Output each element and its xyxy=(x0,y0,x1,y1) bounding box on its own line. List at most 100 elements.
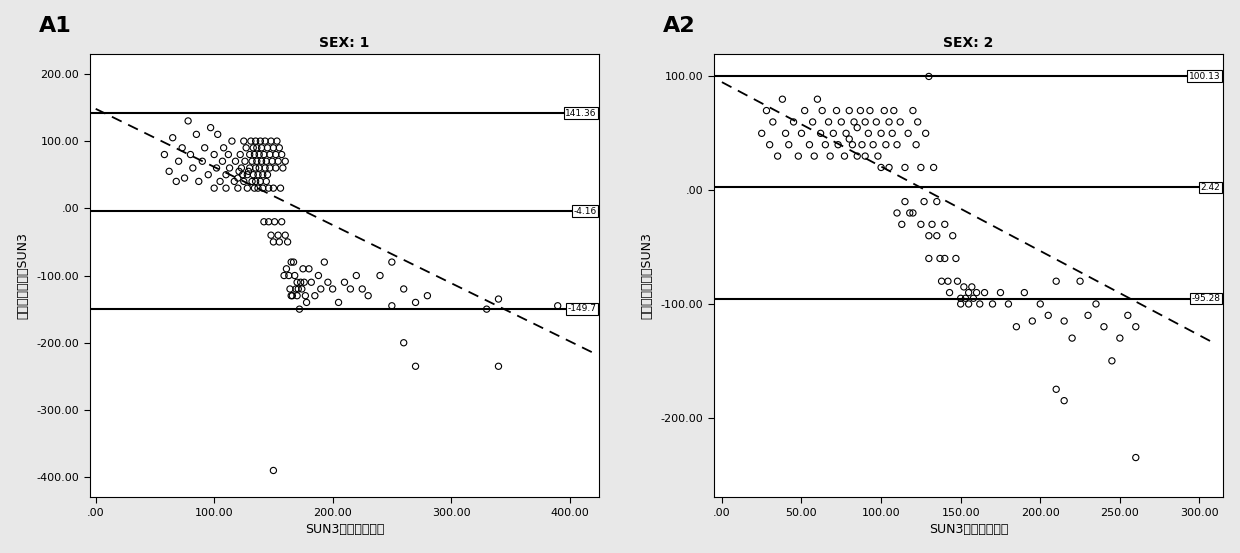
Point xyxy=(234,177,254,186)
Point xyxy=(884,106,904,115)
Point xyxy=(247,157,267,166)
Point xyxy=(382,258,402,267)
Point xyxy=(1126,453,1146,462)
Point xyxy=(242,157,262,166)
Point xyxy=(418,291,438,300)
Point xyxy=(868,152,888,160)
Point xyxy=(244,150,264,159)
Point xyxy=(179,117,198,126)
Point xyxy=(956,294,976,302)
Point xyxy=(175,174,195,182)
Point xyxy=(205,150,224,159)
Point xyxy=(802,118,822,127)
Point xyxy=(280,285,300,294)
Point xyxy=(805,152,825,160)
Point xyxy=(915,129,935,138)
Point xyxy=(895,163,915,172)
Point xyxy=(1030,300,1050,309)
Point xyxy=(1038,311,1058,320)
Point xyxy=(760,140,780,149)
Point xyxy=(257,157,277,166)
Point xyxy=(847,123,867,132)
Point xyxy=(226,157,246,166)
Point xyxy=(370,271,389,280)
Point xyxy=(1047,277,1066,286)
Point xyxy=(198,170,218,179)
Point xyxy=(258,143,278,152)
Point xyxy=(839,106,859,115)
Point xyxy=(169,157,188,166)
Point xyxy=(239,150,259,159)
Point xyxy=(489,295,508,304)
Point xyxy=(201,123,221,132)
Point xyxy=(800,140,820,149)
Point xyxy=(827,106,847,115)
Point xyxy=(219,164,239,173)
Point xyxy=(257,177,277,186)
Point xyxy=(224,177,244,186)
Point xyxy=(839,134,859,143)
Point xyxy=(919,231,939,240)
Point xyxy=(1063,333,1083,342)
Point xyxy=(875,140,895,149)
Point xyxy=(155,150,175,159)
Point xyxy=(216,170,236,179)
Point xyxy=(262,137,281,145)
Point xyxy=(248,170,268,179)
Point xyxy=(476,305,496,314)
Point xyxy=(795,106,815,115)
Text: 100.13: 100.13 xyxy=(1188,72,1220,81)
Point xyxy=(305,291,325,300)
Point xyxy=(947,277,967,286)
Point xyxy=(290,278,310,286)
Point xyxy=(322,285,342,294)
Point xyxy=(1110,333,1130,342)
Point xyxy=(248,184,268,192)
Point xyxy=(861,106,880,115)
Point xyxy=(255,164,275,173)
Point xyxy=(970,300,990,309)
Point xyxy=(272,150,291,159)
Point xyxy=(851,106,870,115)
Point xyxy=(272,217,291,226)
Point xyxy=(358,291,378,300)
Point xyxy=(275,231,295,239)
Point xyxy=(283,291,303,300)
Point xyxy=(188,177,208,186)
Point xyxy=(959,288,978,297)
Point xyxy=(394,285,414,294)
Point xyxy=(931,277,951,286)
Point xyxy=(405,362,425,371)
Point xyxy=(218,150,238,159)
X-axis label: SUN3与实测值均值: SUN3与实测值均值 xyxy=(929,523,1008,536)
Point xyxy=(863,140,883,149)
Point xyxy=(237,170,257,179)
Title: SEX: 1: SEX: 1 xyxy=(319,36,370,50)
Point xyxy=(208,130,228,139)
Point xyxy=(856,118,875,127)
Point xyxy=(811,129,831,138)
Point xyxy=(237,184,257,192)
Point xyxy=(756,106,776,115)
Point xyxy=(293,264,312,273)
Point xyxy=(887,140,906,149)
Point xyxy=(879,118,899,127)
Point xyxy=(242,177,262,186)
Point xyxy=(212,157,232,166)
Point xyxy=(247,143,267,152)
Point xyxy=(317,278,337,286)
Point xyxy=(281,258,301,267)
Point xyxy=(879,163,899,172)
Point xyxy=(911,220,931,229)
Point xyxy=(836,129,856,138)
Point xyxy=(239,164,259,173)
Point xyxy=(867,118,887,127)
Point xyxy=(937,277,957,286)
Point xyxy=(1054,397,1074,405)
Point xyxy=(246,177,265,186)
Point xyxy=(883,129,903,138)
Point xyxy=(294,278,314,286)
Point xyxy=(181,150,201,159)
Point xyxy=(751,129,771,138)
Point xyxy=(858,129,878,138)
